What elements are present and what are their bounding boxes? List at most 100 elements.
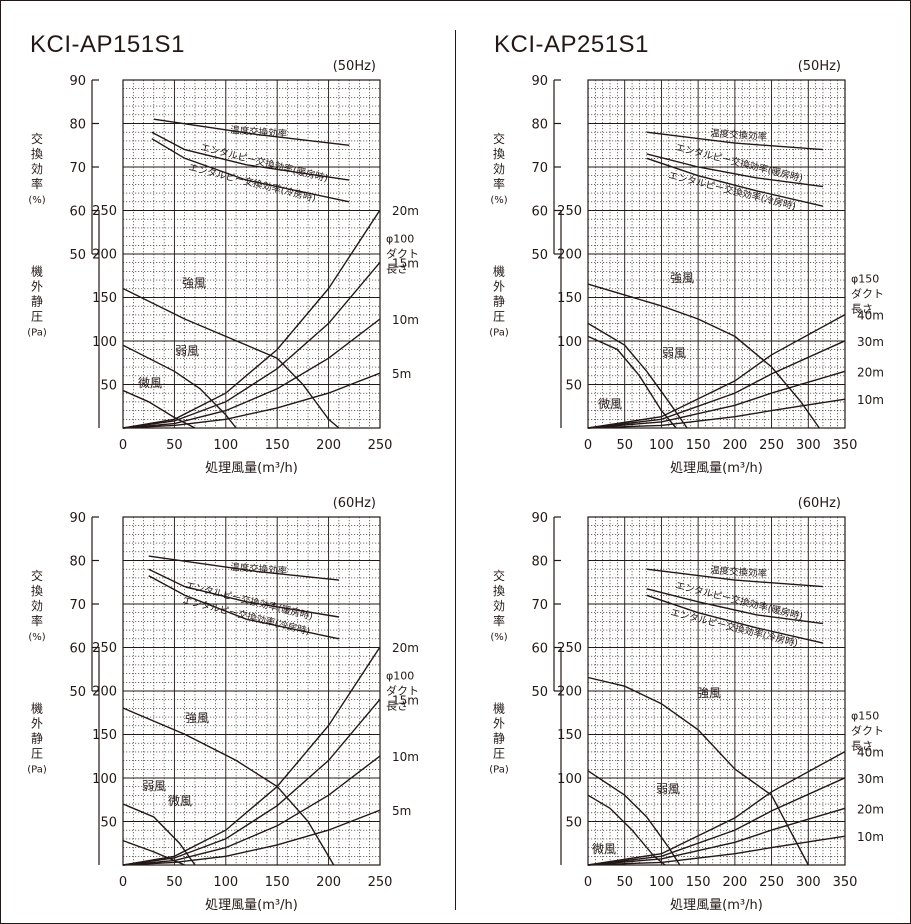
efficiency-axis-label: (%)	[490, 632, 507, 643]
efficiency-tick-label: 90	[531, 511, 548, 526]
efficiency-tick-label: 70	[69, 598, 86, 613]
duct-curve-label: 10m	[392, 750, 419, 764]
duct-length-title: ダクト	[851, 723, 884, 737]
pressure-tick-label: 250	[92, 204, 117, 219]
fan-curve	[587, 770, 681, 866]
duct-curve-label: 20m	[392, 641, 419, 655]
duct-length-title: φ150	[851, 709, 879, 722]
pressure-tick-label: 50	[565, 378, 582, 393]
x-tick-label: 0	[584, 438, 592, 453]
efficiency-tick-label: 50	[69, 248, 86, 263]
efficiency-curve	[646, 153, 824, 188]
efficiency-axis-label: 交	[31, 568, 43, 583]
pressure-tick-label: 250	[557, 204, 582, 219]
pressure-tick-label: 50	[100, 378, 117, 393]
pressure-tick-label: 200	[557, 685, 582, 700]
efficiency-curve-label: 温度交換効率	[710, 127, 768, 143]
duct-curve	[587, 777, 846, 866]
efficiency-tick-label: 60	[69, 642, 86, 657]
duct-curve	[122, 209, 381, 429]
x-tick-label: 200	[722, 438, 747, 453]
duct-curve	[587, 370, 846, 429]
x-tick-label: 200	[722, 875, 747, 890]
efficiency-axis-label: 効	[493, 598, 505, 613]
fan-curve-label: 弱風	[175, 344, 199, 358]
duct-curve-label: 30m	[857, 335, 884, 349]
pressure-tick-label: 100	[92, 772, 117, 787]
fan-curve-label: 強風	[697, 686, 721, 700]
fan-curve	[587, 676, 809, 866]
pressure-axis-label: 圧	[31, 746, 43, 760]
duct-curve-label: 15m	[392, 693, 419, 707]
efficiency-axis-label: 率	[31, 176, 43, 191]
duct-curve-label: 40m	[857, 746, 884, 760]
x-tick-label: 100	[213, 875, 238, 890]
duct-curve-label: 15m	[392, 256, 419, 270]
x-tick-label: 150	[686, 875, 711, 890]
x-tick-label: 200	[316, 438, 341, 453]
duct-curve	[122, 809, 381, 866]
pressure-tick-label: 100	[557, 772, 582, 787]
duct-length-title: ダクト	[851, 286, 884, 300]
plot-border	[122, 516, 381, 866]
x-tick-label: 50	[166, 875, 183, 890]
duct-curve-label: 20m	[857, 365, 884, 379]
efficiency-axis-label: 換	[31, 584, 43, 598]
plot-border	[587, 79, 846, 429]
x-tick-label: 0	[119, 875, 127, 890]
pressure-axis-label: 外	[31, 716, 43, 730]
pressure-tick-label: 150	[92, 291, 117, 306]
fan-curve	[122, 389, 196, 429]
pressure-tick-label: 250	[557, 641, 582, 656]
efficiency-axis-label: 率	[493, 613, 505, 628]
fan-curve	[122, 344, 237, 429]
x-tick-label: 150	[265, 438, 290, 453]
fan-curve-label: 弱風	[662, 346, 686, 360]
x-tick-label: 100	[213, 438, 238, 453]
x-tick-label: 0	[119, 438, 127, 453]
model-title-right: KCI-AP251S1	[494, 31, 649, 58]
efficiency-curve-label: 温度交換効率	[230, 124, 288, 140]
x-axis-label: 処理風量(m³/h)	[670, 898, 763, 913]
fan-curve-label: 微風	[168, 794, 192, 808]
duct-length-title: ダクト	[386, 683, 419, 697]
efficiency-curve	[646, 588, 824, 625]
pressure-tick-label: 50	[100, 815, 117, 830]
fan-curve-label: 微風	[592, 842, 616, 856]
duct-curve	[587, 313, 846, 429]
fan-curve	[122, 803, 196, 866]
pressure-tick-label: 50	[565, 815, 582, 830]
duct-length-title: φ100	[386, 232, 414, 245]
pressure-tick-label: 150	[557, 291, 582, 306]
duct-curve-label: 30m	[857, 772, 884, 786]
pressure-tick-label: 200	[92, 248, 117, 263]
duct-curve	[587, 750, 846, 866]
x-tick-label: 100	[649, 438, 674, 453]
duct-curve-label: 10m	[857, 393, 884, 407]
fan-curve	[122, 287, 340, 429]
efficiency-tick-label: 50	[69, 685, 86, 700]
duct-length-title: φ100	[386, 669, 414, 682]
x-axis-label: 処理風量(m³/h)	[205, 898, 298, 913]
efficiency-axis-label: 換	[493, 584, 505, 598]
pressure-axis-label: 機	[31, 700, 43, 715]
pressure-axis-label: 機	[493, 263, 505, 278]
efficiency-curve	[151, 131, 350, 181]
efficiency-tick-label: 80	[531, 555, 548, 570]
fan-curve	[587, 335, 677, 429]
efficiency-curve	[646, 594, 824, 644]
fan-curve-label: 弱風	[142, 779, 166, 793]
duct-length-title: ダクト	[386, 246, 419, 260]
pressure-axis-label: 圧	[31, 309, 43, 323]
x-tick-label: 250	[368, 875, 393, 890]
efficiency-tick-label: 70	[531, 161, 548, 176]
pressure-axis-label: 機	[31, 263, 43, 278]
duct-curve	[587, 807, 846, 866]
efficiency-curve	[646, 131, 824, 151]
efficiency-tick-label: 70	[531, 598, 548, 613]
efficiency-tick-label: 80	[69, 118, 86, 133]
